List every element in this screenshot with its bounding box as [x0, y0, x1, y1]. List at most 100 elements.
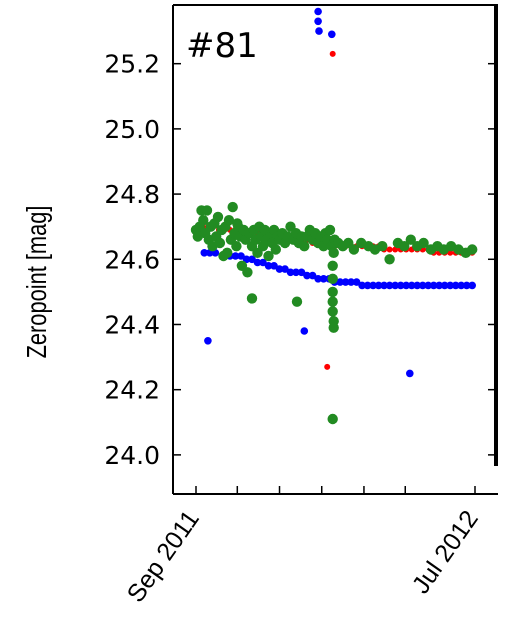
data-point-blue	[308, 271, 317, 280]
data-point-green	[198, 215, 209, 226]
data-point-blue	[406, 369, 414, 378]
data-point-blue	[300, 327, 309, 335]
data-point-blue	[369, 281, 377, 290]
data-point-blue	[413, 281, 422, 290]
data-point-blue	[336, 278, 344, 286]
data-point-green	[291, 296, 303, 307]
data-point-blue	[242, 255, 251, 264]
data-point-blue	[396, 281, 405, 290]
data-point-green	[232, 218, 243, 229]
data-point-green	[327, 306, 338, 317]
data-point-blue	[259, 258, 267, 267]
x-tick-label: Jul 2012	[407, 505, 484, 598]
data-point-green	[212, 211, 224, 223]
data-point-blue	[314, 7, 322, 16]
data-point-green	[384, 254, 395, 265]
data-point-green	[467, 244, 478, 255]
data-point-blue	[446, 281, 455, 290]
data-point-green	[399, 241, 410, 252]
data-point-blue	[281, 265, 289, 273]
data-point-blue	[457, 281, 466, 290]
data-point-green	[263, 250, 274, 262]
data-point-green	[377, 241, 388, 252]
data-point-blue	[231, 252, 240, 260]
data-point-blue	[204, 337, 212, 345]
data-point-blue	[275, 265, 284, 273]
y-tick-label: 24.0	[104, 441, 160, 470]
data-point-green	[231, 241, 242, 252]
data-point-green	[327, 273, 338, 284]
data-point-green	[328, 322, 339, 333]
series-green	[190, 201, 478, 425]
data-point-blue	[328, 30, 336, 39]
data-point-blue	[358, 281, 366, 290]
data-point-green	[223, 215, 235, 226]
y-tick-label: 24.8	[104, 180, 160, 209]
data-point-blue	[264, 262, 273, 270]
data-point-blue	[385, 281, 394, 290]
data-point-green	[327, 286, 338, 298]
data-point-blue	[253, 258, 262, 267]
data-point-blue	[402, 281, 411, 290]
data-point-blue	[462, 281, 471, 290]
data-point-blue	[303, 271, 311, 280]
data-point-green	[270, 244, 281, 255]
data-point-green	[227, 201, 238, 213]
y-tick-label: 24.2	[104, 376, 160, 405]
data-point-red	[386, 246, 393, 253]
data-point-blue	[270, 262, 278, 270]
data-point-green	[348, 244, 360, 255]
data-point-blue	[315, 27, 323, 35]
data-point-blue	[286, 268, 295, 277]
y-tick-label: 25.2	[104, 50, 160, 79]
data-point-green	[214, 237, 226, 249]
y-axis-title: Zeropoint [mag]	[21, 206, 52, 359]
y-tick-label: 24.6	[104, 245, 160, 274]
data-point-green	[418, 237, 429, 249]
y-tick-label: 24.4	[104, 310, 160, 339]
data-point-green	[242, 267, 253, 278]
data-point-blue	[319, 275, 328, 283]
data-point-blue	[374, 281, 383, 290]
data-point-blue	[391, 281, 400, 290]
data-point-blue	[352, 278, 361, 286]
data-point-blue	[418, 281, 427, 290]
data-point-blue	[440, 281, 449, 290]
data-point-blue	[429, 281, 438, 290]
data-point-blue	[407, 281, 416, 290]
data-point-green	[327, 260, 338, 271]
data-point-red	[329, 50, 336, 57]
data-point-green	[299, 241, 310, 252]
data-point-blue	[451, 281, 460, 290]
data-point-green	[222, 247, 233, 258]
data-point-red	[324, 363, 331, 370]
data-point-blue	[292, 268, 300, 277]
data-point-blue	[248, 255, 256, 264]
data-point-blue	[435, 281, 444, 290]
data-point-blue	[341, 278, 350, 286]
data-point-blue	[468, 281, 477, 290]
x-axis-ticks: Sep 2011 Jul 2012	[122, 486, 484, 608]
data-point-blue	[380, 281, 388, 290]
x-tick-label: Sep 2011	[122, 505, 205, 607]
data-point-blue	[347, 278, 355, 286]
data-point-blue	[314, 275, 322, 283]
data-point-blue	[200, 249, 209, 257]
data-point-blue	[314, 17, 322, 26]
data-point-green	[328, 247, 339, 258]
points-layer	[190, 7, 478, 425]
data-point-green	[324, 224, 336, 236]
data-point-green	[201, 205, 213, 216]
data-point-blue	[237, 252, 245, 260]
data-point-green	[405, 234, 416, 245]
y-tick-label: 25.0	[104, 115, 160, 144]
data-point-blue	[424, 281, 433, 290]
panel-label: #81	[186, 26, 258, 66]
data-point-green	[246, 293, 258, 304]
data-point-blue	[297, 268, 306, 277]
data-point-blue	[363, 281, 372, 290]
data-point-green	[327, 413, 338, 425]
data-point-green	[327, 296, 338, 307]
y-axis-ticks: 24.0 24.2 24.4 24.6 24.8 25.0 25.2	[104, 50, 496, 470]
